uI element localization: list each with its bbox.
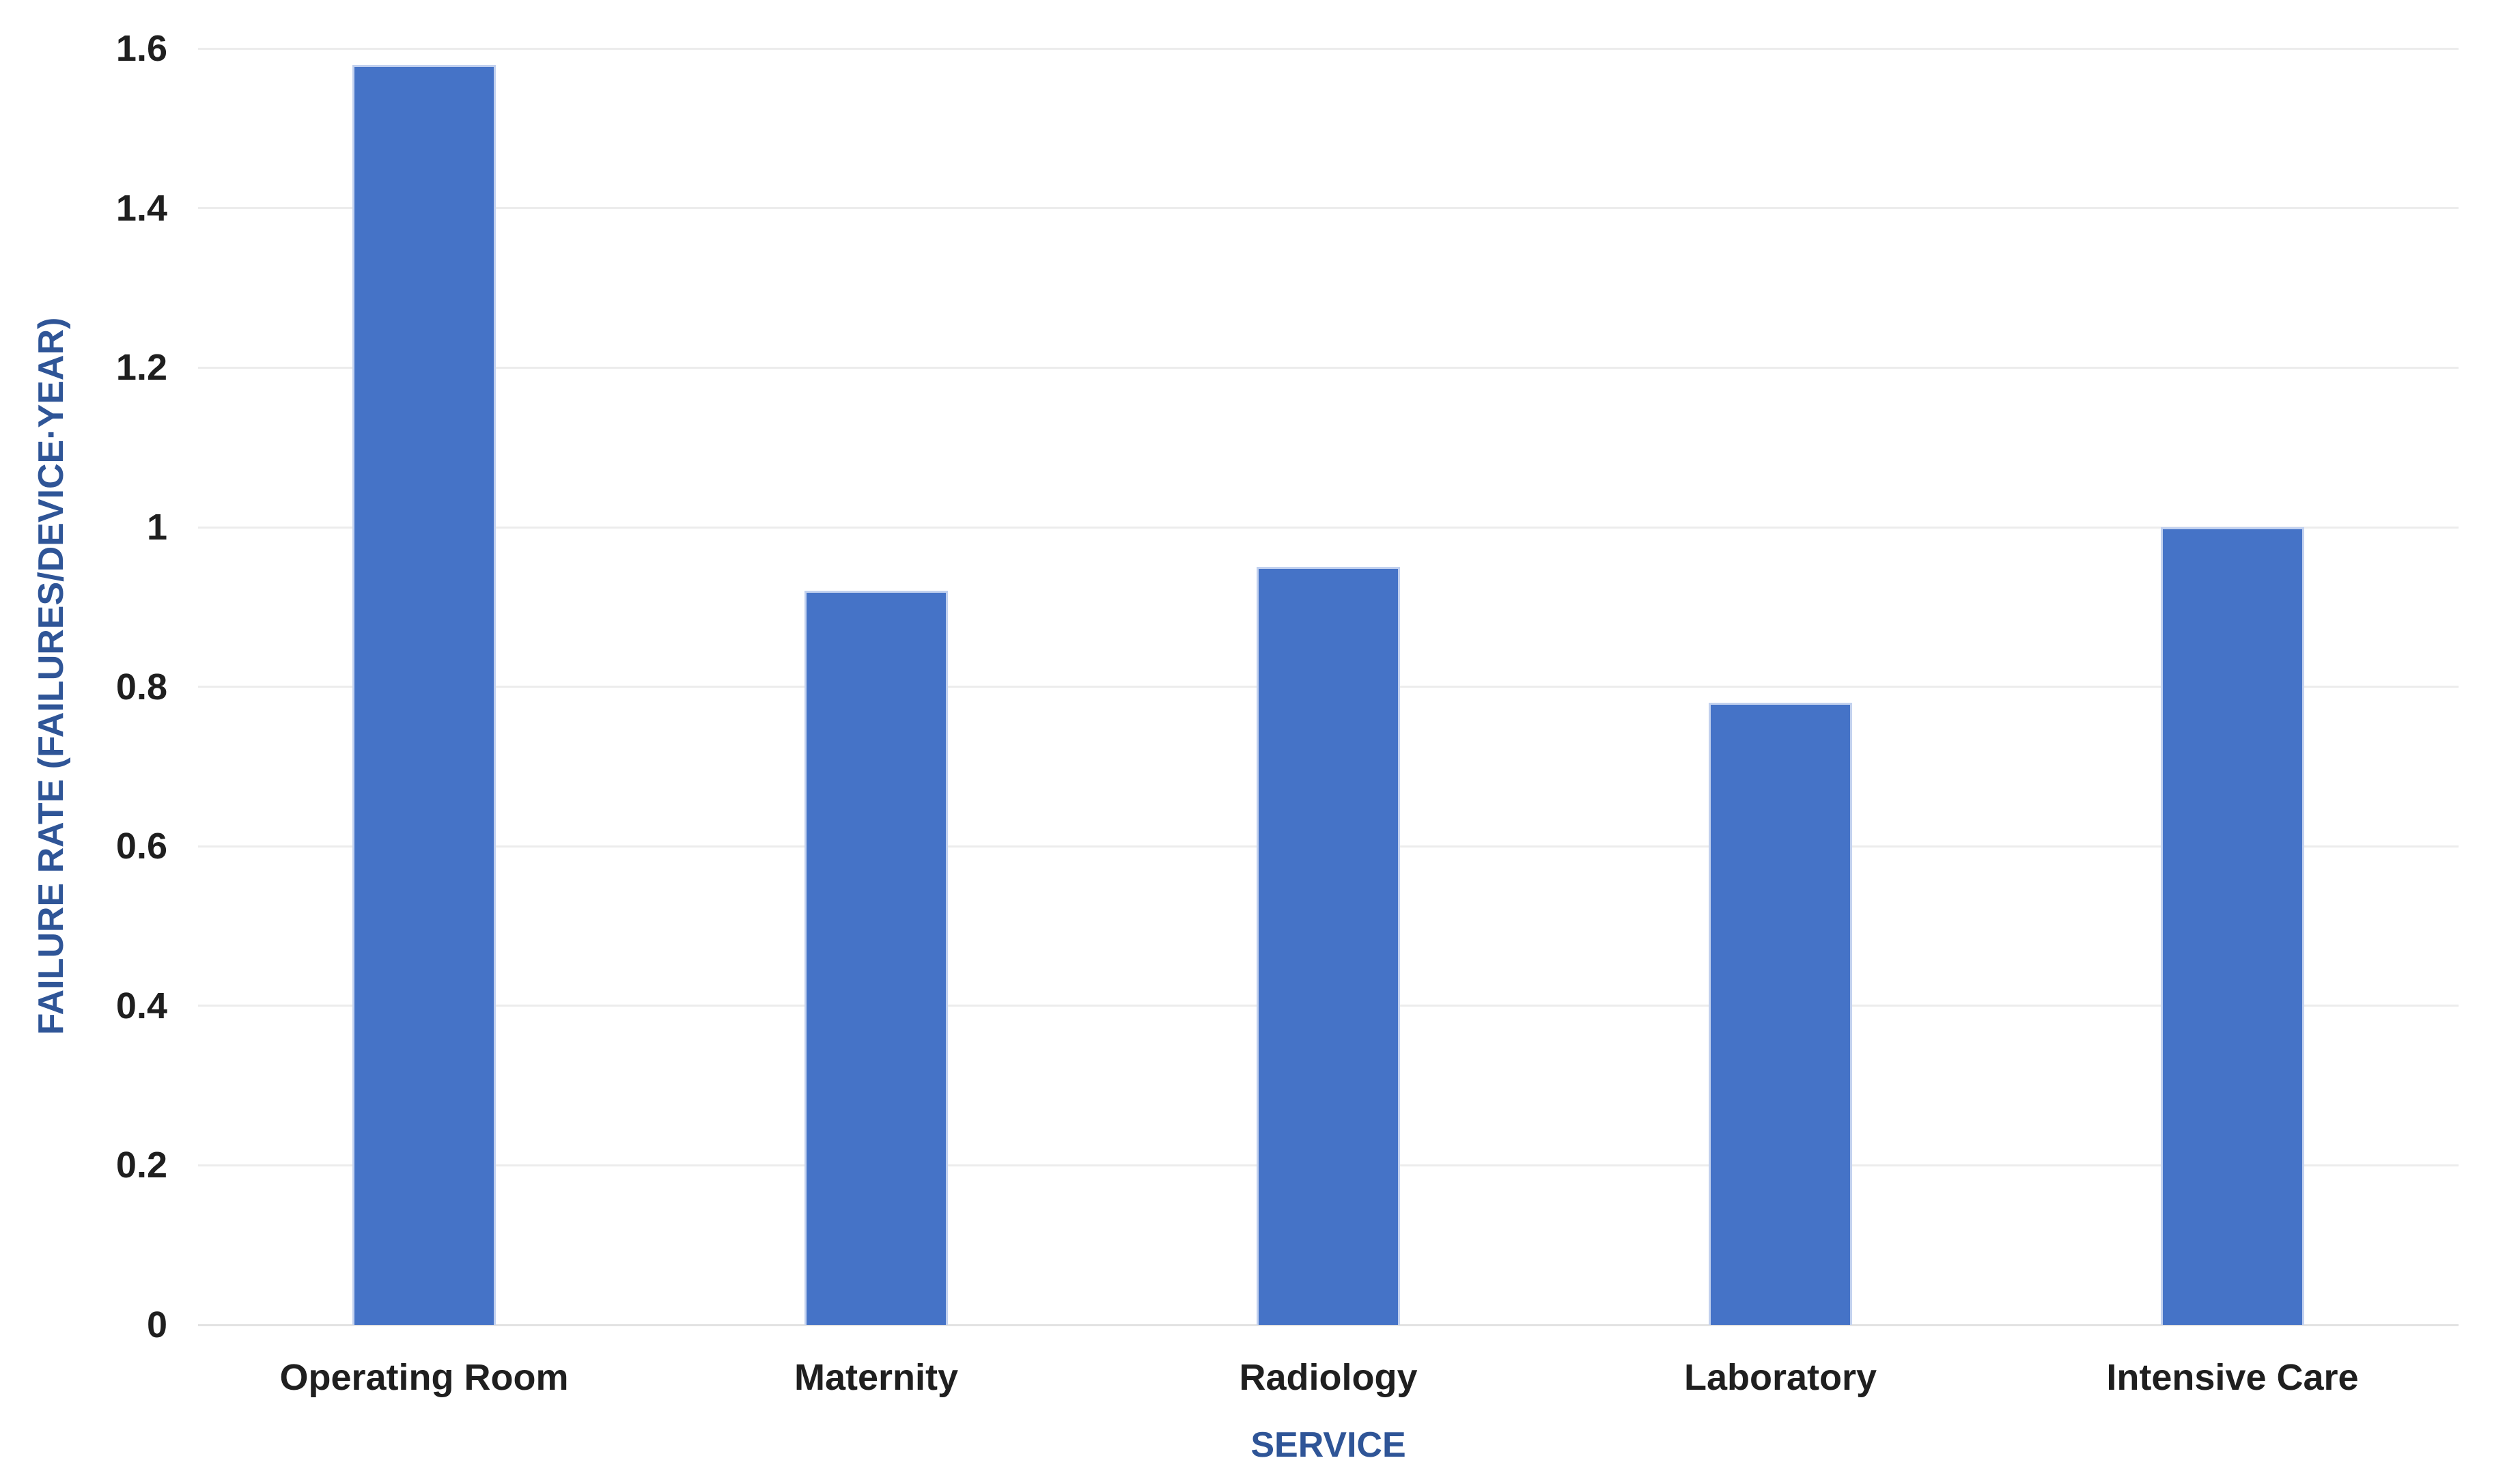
bar-intensive-care <box>2161 527 2304 1325</box>
gridline <box>198 207 2459 210</box>
x-tick-label-laboratory: Laboratory <box>1683 1357 1877 1398</box>
y-tick-label-0.4: 0.4 <box>115 985 167 1026</box>
y-tick-label-0.6: 0.6 <box>115 826 167 867</box>
bar-laboratory <box>1709 702 1852 1325</box>
gridline <box>198 47 2459 50</box>
y-tick-label-1.6: 1.6 <box>115 28 167 70</box>
gridline <box>198 366 2459 369</box>
y-tick-label-0: 0 <box>146 1304 167 1345</box>
x-tick-label-maternity: Maternity <box>794 1357 959 1398</box>
y-tick-label-1.4: 1.4 <box>115 187 167 229</box>
x-tick-label-intensive-care: Intensive Care <box>2106 1357 2359 1398</box>
y-tick-label-1: 1 <box>146 507 167 548</box>
plot-area <box>198 0 2459 1326</box>
x-axis-line <box>198 1324 2459 1326</box>
y-tick-label-1.2: 1.2 <box>115 347 167 389</box>
y-tick-label-0.8: 0.8 <box>115 666 167 708</box>
x-tick-label-radiology: Radiology <box>1239 1357 1418 1398</box>
bar-maternity <box>804 591 948 1325</box>
x-axis-title: SERVICE <box>1250 1425 1406 1465</box>
x-tick-label-operating-room: Operating Room <box>279 1357 569 1398</box>
gridline <box>198 526 2459 529</box>
bar-radiology <box>1257 567 1400 1325</box>
y-tick-label-0.2: 0.2 <box>115 1145 167 1186</box>
bar-operating-room <box>352 64 496 1325</box>
